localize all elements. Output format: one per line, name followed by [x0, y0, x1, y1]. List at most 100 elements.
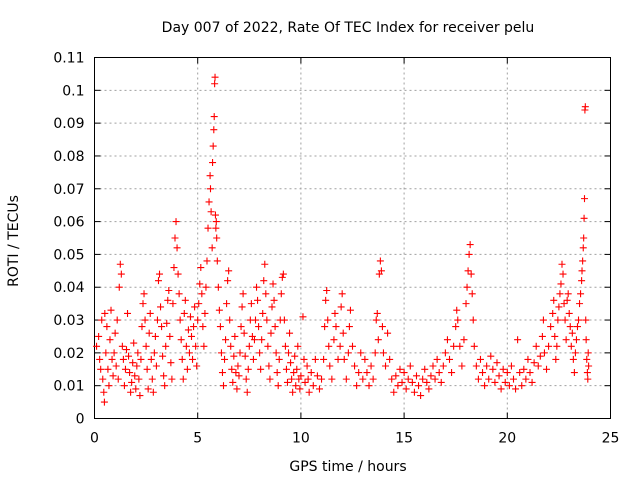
data-point — [279, 270, 287, 278]
data-point — [328, 375, 336, 383]
data-point — [130, 339, 138, 347]
data-point — [435, 369, 443, 377]
data-point — [277, 290, 285, 298]
data-point — [201, 309, 209, 317]
data-point — [514, 336, 522, 344]
data-point — [579, 244, 587, 252]
data-point — [273, 369, 281, 377]
data-point — [439, 362, 447, 370]
data-point — [111, 329, 119, 337]
data-point — [183, 365, 191, 373]
y-tick-label: 0.02 — [53, 346, 84, 362]
data-point — [334, 355, 342, 363]
data-point — [468, 290, 476, 298]
data-point — [96, 355, 104, 363]
data-point — [215, 306, 223, 314]
data-point — [220, 382, 227, 390]
data-point — [330, 336, 338, 344]
data-point — [112, 362, 120, 370]
data-point — [479, 369, 487, 377]
data-point — [176, 316, 184, 324]
data-point — [272, 349, 280, 357]
data-point — [239, 290, 247, 298]
data-point — [99, 375, 107, 383]
data-point — [224, 277, 232, 285]
data-point — [485, 375, 493, 383]
data-point — [562, 336, 570, 344]
data-point — [372, 316, 380, 324]
data-point — [249, 355, 257, 363]
data-point — [270, 296, 278, 304]
data-point — [340, 355, 348, 363]
data-point — [545, 342, 553, 350]
data-point — [503, 369, 511, 377]
data-point — [154, 277, 162, 285]
data-point — [267, 329, 275, 337]
data-point — [583, 355, 591, 363]
data-point — [572, 336, 580, 344]
data-point — [294, 342, 302, 350]
data-point — [212, 218, 220, 226]
data-point — [211, 211, 219, 219]
data-point — [292, 382, 300, 390]
data-point — [373, 309, 381, 317]
y-tick-label: 0.11 — [53, 51, 84, 67]
data-point — [165, 287, 173, 295]
data-point — [184, 326, 192, 334]
data-point — [557, 280, 565, 288]
data-point — [423, 378, 431, 386]
data-point — [304, 375, 312, 383]
data-point — [522, 375, 530, 383]
data-point — [173, 244, 181, 252]
x-axis-label: GPS time / hours — [289, 459, 406, 475]
data-point — [441, 349, 449, 357]
data-point — [152, 362, 160, 370]
data-point — [199, 323, 207, 331]
data-point — [299, 313, 307, 321]
data-point — [489, 365, 497, 373]
data-point — [307, 369, 315, 377]
data-point — [174, 270, 182, 278]
data-point — [369, 375, 377, 383]
data-point — [229, 378, 237, 386]
data-point — [138, 323, 146, 331]
data-point — [133, 362, 141, 370]
data-point — [280, 316, 288, 324]
data-point — [446, 355, 454, 363]
data-point — [563, 296, 571, 304]
data-point — [339, 329, 347, 337]
y-tick-labels: 0 0.01 0.02 0.03 0.04 0.05 0.06 0.07 0.08 0.09 0.1… — [53, 51, 84, 428]
data-point — [534, 362, 542, 370]
data-point — [357, 349, 365, 357]
data-point — [470, 342, 478, 350]
data-point — [539, 316, 547, 324]
data-point — [290, 369, 298, 377]
data-point — [169, 300, 177, 308]
data-point — [253, 283, 261, 291]
data-point — [217, 349, 225, 357]
data-point — [98, 316, 106, 324]
data-point — [238, 303, 246, 311]
data-point — [177, 336, 185, 344]
data-point — [179, 375, 187, 383]
data-point — [158, 323, 166, 331]
data-point — [105, 382, 113, 390]
data-point — [558, 260, 566, 268]
data-point — [210, 113, 218, 121]
plot-frame — [94, 57, 611, 419]
data-point — [326, 362, 334, 370]
data-point — [258, 336, 266, 344]
data-point — [564, 290, 572, 298]
data-point — [275, 355, 283, 363]
data-point — [142, 342, 150, 350]
data-point — [456, 342, 464, 350]
data-point — [235, 372, 243, 380]
data-point — [509, 375, 517, 383]
y-tick-label: 0.03 — [53, 313, 84, 329]
data-point — [536, 352, 544, 360]
data-point — [363, 369, 371, 377]
data-point — [532, 342, 540, 350]
data-point — [313, 372, 321, 380]
data-point — [555, 303, 563, 311]
data-point — [561, 316, 569, 324]
